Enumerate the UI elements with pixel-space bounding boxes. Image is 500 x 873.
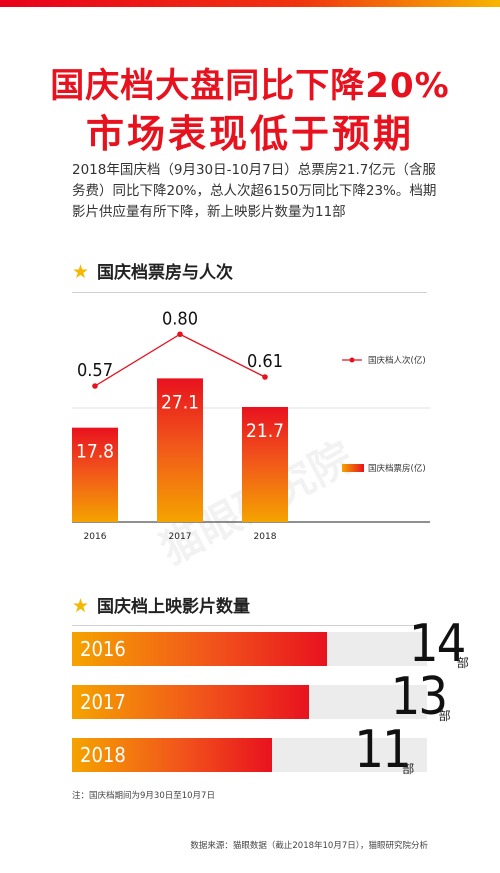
attendance-point-2016 <box>92 383 98 389</box>
headline-line-1: 国庆档大盘同比下降20% <box>50 66 450 106</box>
x-tick-2018: 2018 <box>254 532 277 542</box>
bar-year-label: 2017 <box>80 690 126 714</box>
bar-2016 <box>72 427 118 522</box>
film-count-value-2016: 14 <box>408 614 466 674</box>
film-count-bar-2017 <box>72 685 309 719</box>
film-count-bar-2018 <box>72 738 273 772</box>
bar-year-label: 2018 <box>80 743 126 767</box>
bar-year-label: 2016 <box>80 637 126 661</box>
film-count-row-2017: 2017 <box>72 685 427 719</box>
bar-2018 <box>242 406 288 522</box>
section-title-box-office: ★ 国庆档票房与人次 <box>72 258 233 283</box>
intro-paragraph: 2018年国庆档（9月30日-10月7日）总票房21.7亿元（含服务费）同比下降… <box>72 162 437 220</box>
star-icon: ★ <box>72 595 90 617</box>
film-count-row-2016: 2016 <box>72 632 427 666</box>
star-icon: ★ <box>72 261 90 283</box>
legend-line-marker <box>349 357 355 363</box>
attendance-label-2017: 0.80 <box>162 308 198 329</box>
bar-label-2018: 21.7 <box>246 420 284 442</box>
box-office-chart: 17.8 27.1 21.7 0.57 0.80 0.61 2016 2017 2018 国… <box>72 308 430 542</box>
footnote: 注：国庆档期间为9月30日至10月7日 <box>72 791 215 801</box>
data-source: 数据来源：猫眼数据（截止2018年10月7日），猫眼研究院分析 <box>190 841 428 851</box>
x-tick-2017: 2017 <box>169 532 192 542</box>
bar-2017 <box>157 378 203 522</box>
legend-box-office: 国庆档票房(亿) <box>368 463 426 474</box>
section-title-film-count: ★ 国庆档上映影片数量 <box>72 592 250 617</box>
attendance-point-2018 <box>262 374 268 380</box>
film-count-value-2018: 11 <box>354 720 411 780</box>
bar-label-2017: 27.1 <box>161 391 199 413</box>
attendance-point-2017 <box>177 331 183 338</box>
x-tick-2016: 2016 <box>84 532 107 542</box>
legend-bar-swatch <box>342 464 364 472</box>
bar-label-2016: 17.8 <box>76 441 114 463</box>
legend-attendance: 国庆档人次(亿) <box>368 355 426 366</box>
film-count-bar-2016 <box>72 632 327 666</box>
film-count-row-2018: 2018 <box>72 738 427 772</box>
film-count-unit: 部 <box>402 762 415 776</box>
attendance-line <box>94 333 266 387</box>
section-divider <box>72 625 427 626</box>
attendance-label-2018: 0.61 <box>247 351 283 372</box>
film-count-unit: 部 <box>456 656 469 670</box>
film-count-value-2017: 13 <box>390 667 448 727</box>
top-accent-bar <box>0 0 500 7</box>
section-title-film-count-label: 国庆档上映影片数量 <box>97 597 251 617</box>
section-title-box-office-label: 国庆档票房与人次 <box>97 263 234 283</box>
film-count-unit: 部 <box>438 709 451 723</box>
headline-line-2: 市场表现低于预期 <box>85 112 414 156</box>
attendance-label-2016: 0.57 <box>77 360 113 381</box>
section-divider <box>72 292 427 293</box>
